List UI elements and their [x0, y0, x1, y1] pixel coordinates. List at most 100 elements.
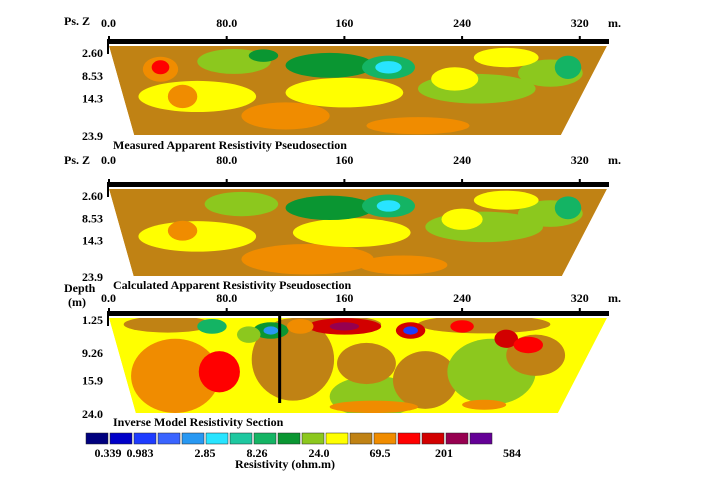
resistivity-region	[236, 326, 261, 343]
x-tick-label: 320	[571, 153, 589, 167]
section-body	[109, 189, 607, 276]
y-tick-label: 2.60	[82, 46, 103, 60]
section-body	[109, 318, 607, 413]
x-tick-label: 80.0	[216, 16, 237, 30]
resistivity-region	[359, 255, 448, 275]
legend-label: 584	[503, 446, 521, 460]
resistivity-region	[376, 200, 401, 212]
resistivity-region	[403, 326, 418, 335]
resistivity-region	[204, 191, 279, 217]
y-tick-label: 15.9	[82, 374, 103, 388]
y-tick-label: 14.3	[82, 233, 103, 247]
x-tick-label: 80.0	[216, 291, 237, 305]
y-tick-label: 8.53	[82, 211, 103, 225]
resistivity-region	[251, 318, 335, 401]
legend-label: 0.983	[127, 446, 154, 460]
resistivity-region	[513, 336, 544, 354]
x-tick-label: 0.0	[101, 291, 116, 305]
section-panels: 0.0 80.0 160 240 320 m. 2.60 8.53 14.3 23.9 Ps. Z M…	[64, 14, 621, 429]
legend-swatch	[277, 432, 301, 445]
y-tick-label: 9.26	[82, 346, 103, 360]
resistivity-region	[292, 218, 411, 248]
resistivity-region	[241, 102, 330, 130]
x-tick-label: 0.0	[101, 16, 116, 30]
y-axis-label: (m)	[68, 295, 86, 309]
legend-swatch	[205, 432, 229, 445]
surface-line	[107, 311, 609, 316]
resistivity-region	[473, 190, 539, 210]
legend-swatch	[421, 432, 445, 445]
x-tick-label: 240	[453, 153, 471, 167]
x-tick-label: 320	[571, 16, 589, 30]
section-panel-1: 0.0 80.0 160 240 320 m. 2.60 8.53 14.3 23.9 Ps. Z M…	[64, 14, 621, 152]
legend-swatch	[445, 432, 469, 445]
resistivity-region	[285, 52, 374, 78]
resistivity-region	[131, 338, 220, 413]
resistivity-region	[285, 195, 374, 221]
resistivity-region	[441, 208, 483, 230]
legend-swatch	[109, 432, 133, 445]
legend-swatch	[133, 432, 157, 445]
legend-swatch	[85, 432, 109, 445]
legend-swatch	[253, 432, 277, 445]
resistivity-region	[473, 47, 539, 68]
legend-swatch	[373, 432, 397, 445]
resistivity-region	[462, 399, 507, 410]
legend-label: 8.26	[247, 446, 268, 460]
legend-swatch	[325, 432, 349, 445]
legend-swatch	[349, 432, 373, 445]
section-title: Measured Apparent Resistivity Pseudosect…	[113, 138, 347, 152]
x-tick-label: 0.0	[101, 153, 116, 167]
section-body	[109, 46, 607, 135]
resistivity-legend: 0.339 0.983 2.85 8.26 24.0 69.5 201 584 Resistiv…	[85, 432, 521, 471]
x-unit-label: m.	[608, 153, 621, 167]
resistivity-region	[329, 322, 360, 331]
legend-label: 69.5	[370, 446, 391, 460]
resistivity-region	[263, 326, 279, 335]
legend-label: 0.339	[95, 446, 122, 460]
resistivity-region	[151, 60, 170, 75]
resistivity-region	[285, 77, 404, 108]
legend-swatch	[181, 432, 205, 445]
resistivity-region	[337, 342, 396, 385]
resistivity-region	[431, 67, 479, 91]
legend-label: 201	[435, 446, 453, 460]
legend-label: 2.85	[195, 446, 216, 460]
resistivity-region	[197, 318, 227, 334]
resistivity-region	[123, 318, 212, 333]
section-panel-2: 0.0 80.0 160 240 320 m. 2.60 8.53 14.3 23.9 Ps. Z C…	[64, 153, 621, 292]
resistivity-region	[198, 351, 240, 393]
surface-line	[107, 39, 609, 44]
x-tick-label: 240	[453, 16, 471, 30]
x-tick-label: 80.0	[216, 153, 237, 167]
y-tick-label: 23.9	[82, 270, 103, 284]
resistivity-region	[417, 318, 551, 334]
legend-swatch	[301, 432, 325, 445]
legend-swatch	[469, 432, 493, 445]
y-tick-label: 1.25	[82, 313, 103, 327]
resistivity-region	[450, 320, 474, 333]
y-tick-label: 23.9	[82, 129, 103, 143]
section-panel-3: 0.0 80.0 160 240 320 m. 1.25 9.26 15.9 24.0 Depth(…	[64, 281, 621, 429]
x-tick-label: 160	[335, 291, 353, 305]
y-tick-label: 24.0	[82, 407, 103, 421]
x-tick-label: 240	[453, 291, 471, 305]
y-axis-label: Ps. Z	[64, 153, 90, 167]
x-tick-label: 320	[571, 291, 589, 305]
resistivity-region	[329, 400, 418, 413]
section-title: Calculated Apparent Resistivity Pseudose…	[113, 278, 351, 292]
x-tick-label: 160	[335, 153, 353, 167]
resistivity-region	[554, 196, 582, 220]
resistivity-region	[167, 220, 198, 241]
resistivity-region	[287, 318, 314, 334]
legend-title: Resistivity (ohm.m)	[235, 457, 335, 471]
resistivity-region	[138, 221, 257, 252]
resistivity-region	[392, 351, 458, 409]
resistivity-region	[375, 61, 402, 74]
y-axis-label: Depth	[64, 281, 96, 295]
legend-swatch	[157, 432, 181, 445]
legend-swatch	[397, 432, 421, 445]
legend-swatch	[229, 432, 253, 445]
section-title: Inverse Model Resistivity Section	[113, 415, 284, 429]
